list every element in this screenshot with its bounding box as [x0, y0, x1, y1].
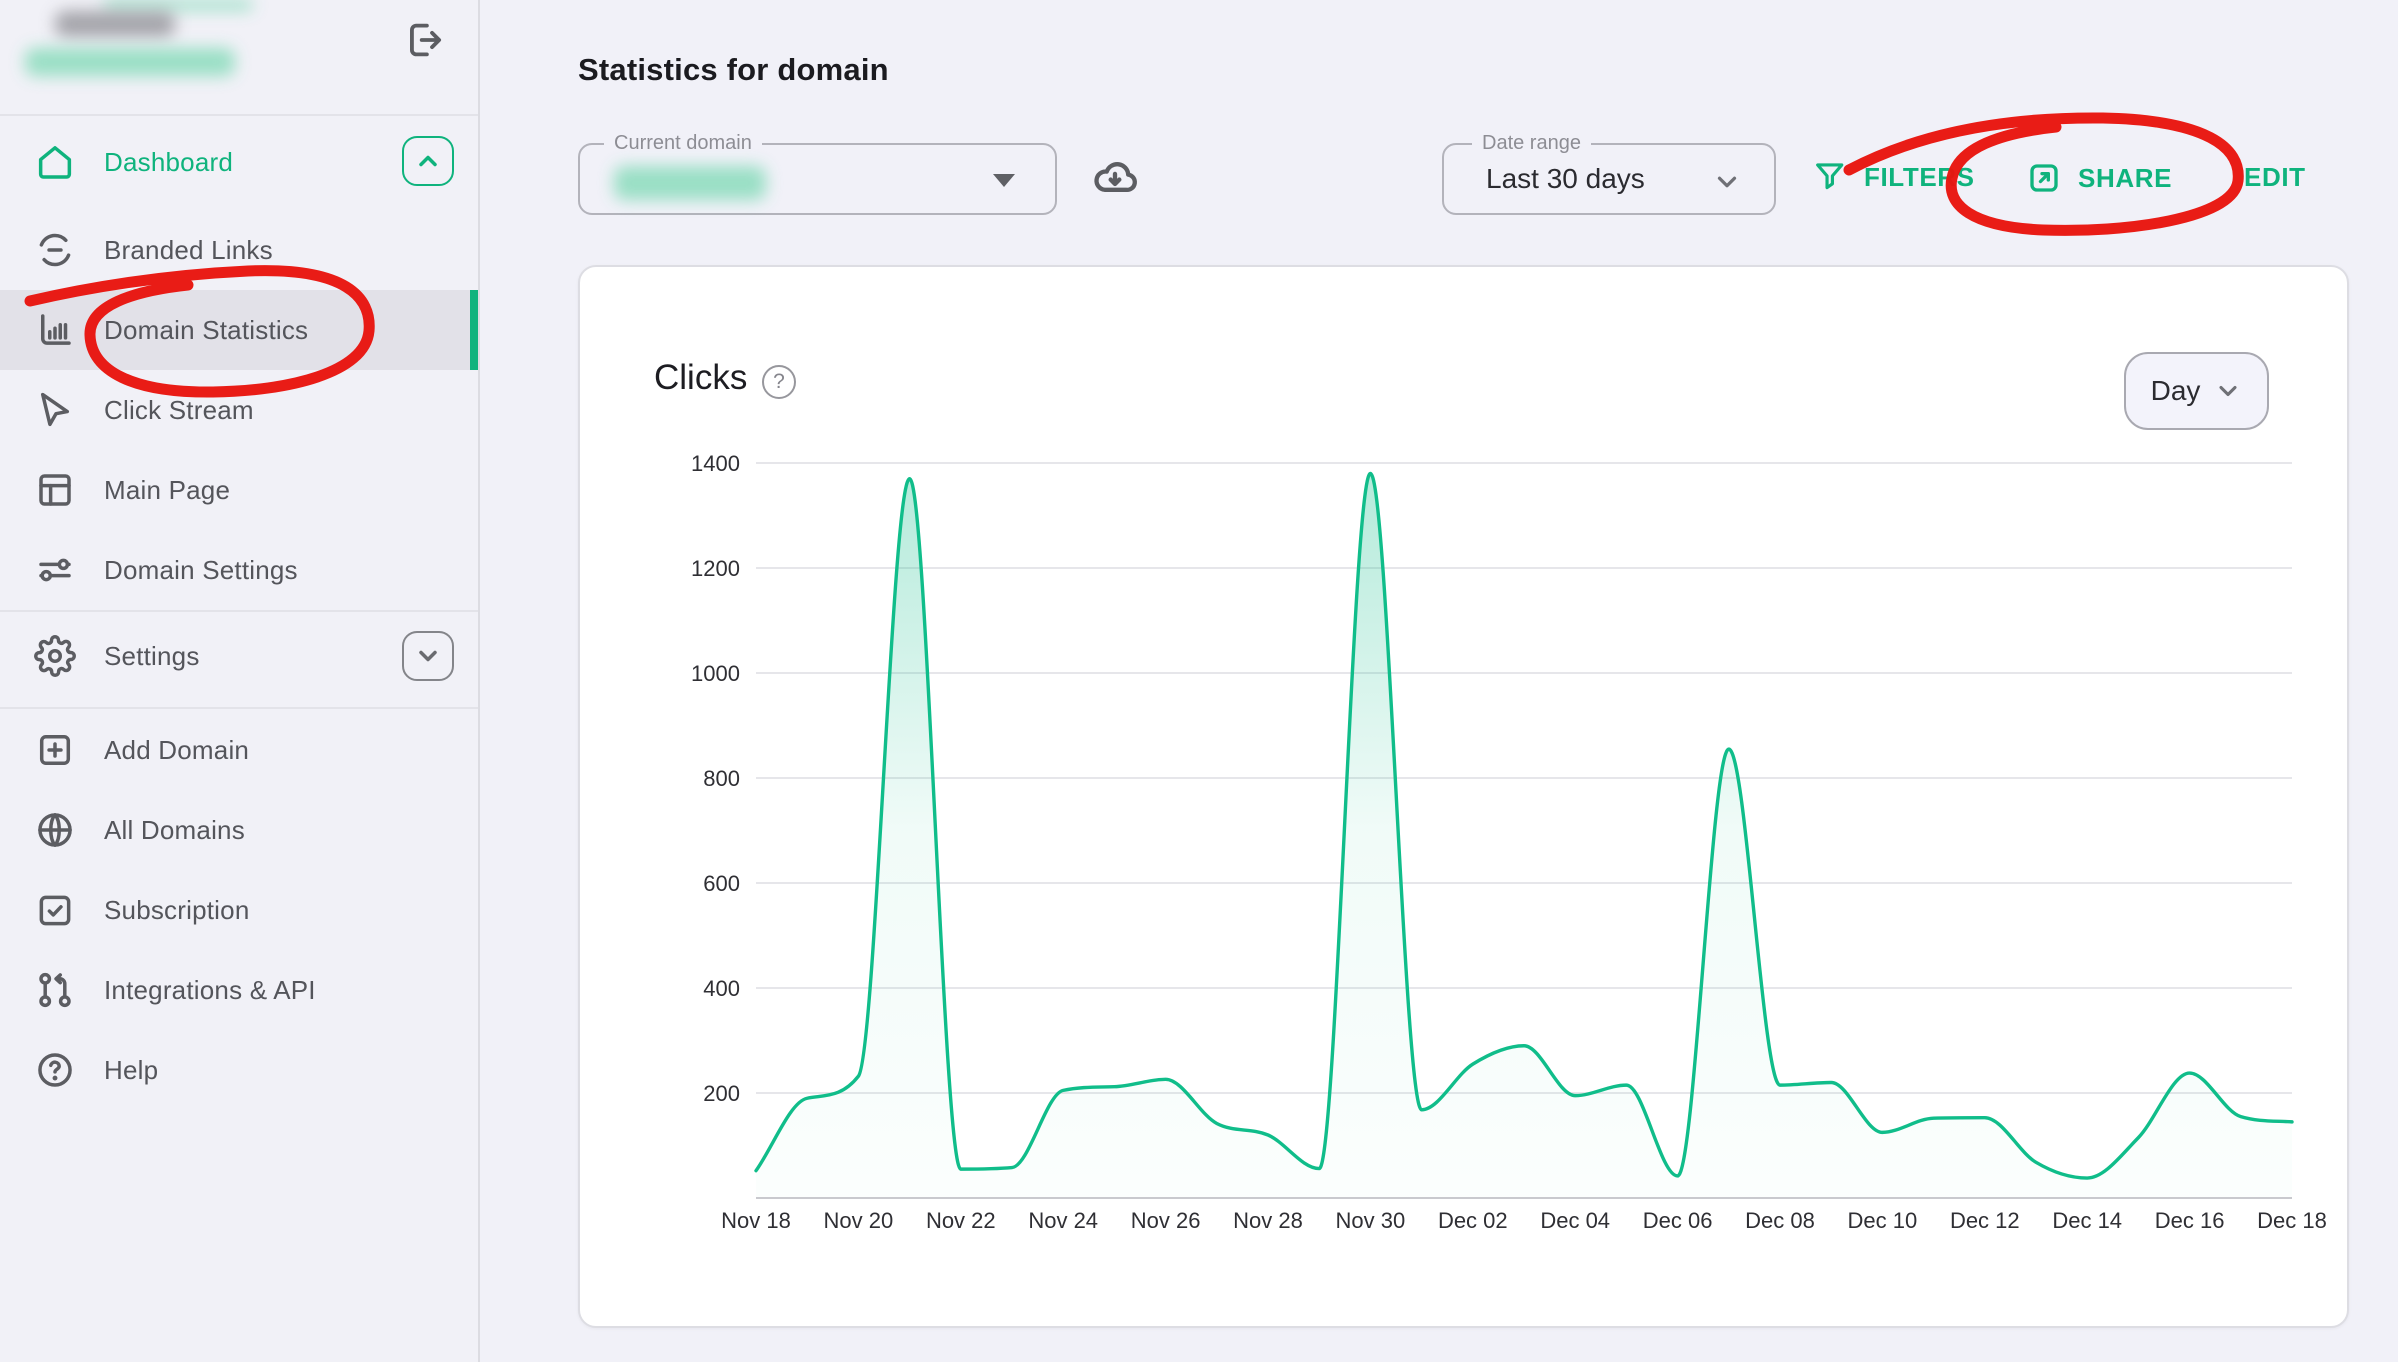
svg-text:400: 400: [703, 976, 740, 1001]
sidebar-item-label: Settings: [104, 641, 200, 672]
help-question-icon[interactable]: ?: [762, 365, 796, 399]
globe-icon: [33, 808, 77, 852]
interval-select[interactable]: Day: [2124, 352, 2269, 430]
sidebar-item-label: Domain Settings: [104, 555, 298, 586]
date-range-select[interactable]: Date range Last 30 days: [1442, 143, 1776, 215]
chevron-up-icon: [414, 147, 442, 175]
sidebar-item-click-stream[interactable]: Click Stream: [0, 370, 478, 450]
logout-icon: [401, 17, 447, 68]
sidebar-item-main-page[interactable]: Main Page: [0, 450, 478, 530]
blurred-domain-value: [614, 166, 766, 200]
svg-text:Dec 04: Dec 04: [1540, 1208, 1610, 1233]
sidebar-item-subscription[interactable]: Subscription: [0, 870, 478, 950]
sidebar-item-label: Click Stream: [104, 395, 254, 426]
sidebar-item-label: Integrations & API: [104, 975, 316, 1006]
funnel-icon: [1812, 158, 1850, 196]
blurred-top-item: [103, 0, 253, 10]
sidebar-item-all-domains[interactable]: All Domains: [0, 790, 478, 870]
gear-icon: [33, 634, 77, 678]
svg-text:Dec 16: Dec 16: [2155, 1208, 2225, 1233]
sliders-icon: [33, 548, 77, 592]
sidebar-item-label: Subscription: [104, 895, 249, 926]
sidebar-item-label: Branded Links: [104, 235, 273, 266]
help-icon: [33, 1048, 77, 1092]
edit-button[interactable]: EDIT: [2244, 162, 2306, 193]
chart-title: Clicks: [654, 358, 747, 398]
calendar-check-icon: [33, 888, 77, 932]
share-button[interactable]: SHARE: [2024, 158, 2172, 198]
share-icon: [2024, 158, 2064, 198]
svg-text:Nov 24: Nov 24: [1028, 1208, 1098, 1233]
sidebar-item-label: Domain Statistics: [104, 315, 308, 346]
svg-text:Nov 20: Nov 20: [824, 1208, 894, 1233]
date-range-value: Last 30 days: [1486, 163, 1645, 195]
svg-text:600: 600: [703, 871, 740, 896]
svg-text:Dec 02: Dec 02: [1438, 1208, 1508, 1233]
current-domain-select[interactable]: Current domain: [578, 143, 1057, 215]
svg-text:Dec 14: Dec 14: [2052, 1208, 2122, 1233]
sidebar-item-add-domain[interactable]: Add Domain: [0, 710, 478, 790]
blurred-user-email: [25, 48, 235, 76]
plus-square-icon: [33, 728, 77, 772]
blurred-user-name: [55, 11, 175, 37]
clicks-line-chart: 200 400 600 800 1000 1200 1400 Nov 18 Nov 20 Nov …: [590, 430, 2330, 1240]
svg-text:Nov 26: Nov 26: [1131, 1208, 1201, 1233]
home-icon: [33, 140, 77, 184]
filters-button[interactable]: FILTERS: [1812, 158, 1975, 196]
logout-button[interactable]: [398, 17, 450, 67]
sidebar-item-domain-statistics[interactable]: Domain Statistics: [0, 290, 478, 370]
link-icon: [33, 228, 77, 272]
svg-text:Nov 22: Nov 22: [926, 1208, 996, 1233]
svg-text:200: 200: [703, 1081, 740, 1106]
chevron-down-icon: [414, 642, 442, 670]
svg-text:1000: 1000: [691, 661, 740, 686]
svg-text:1200: 1200: [691, 556, 740, 581]
sidebar-item-label: Main Page: [104, 475, 230, 506]
layout-icon: [33, 468, 77, 512]
svg-text:Dec 12: Dec 12: [1950, 1208, 2020, 1233]
sidebar-item-domain-settings[interactable]: Domain Settings: [0, 530, 478, 610]
svg-text:Dec 10: Dec 10: [1848, 1208, 1918, 1233]
svg-text:Nov 30: Nov 30: [1336, 1208, 1406, 1233]
integrations-icon: [33, 968, 77, 1012]
current-domain-label: Current domain: [604, 132, 762, 155]
cursor-icon: [33, 388, 77, 432]
sidebar-item-branded-links[interactable]: Branded Links: [0, 210, 478, 290]
svg-text:1400: 1400: [691, 451, 740, 476]
svg-text:Nov 28: Nov 28: [1233, 1208, 1303, 1233]
sidebar-item-help[interactable]: Help: [0, 1030, 478, 1110]
svg-text:Dec 06: Dec 06: [1643, 1208, 1713, 1233]
svg-text:Dec 08: Dec 08: [1745, 1208, 1815, 1233]
sidebar-item-label: Add Domain: [104, 735, 249, 766]
sidebar-item-label: Help: [104, 1055, 158, 1086]
sidebar-item-integrations-api[interactable]: Integrations & API: [0, 950, 478, 1030]
svg-text:Nov 18: Nov 18: [721, 1208, 791, 1233]
chevron-down-icon: [1712, 167, 1742, 197]
bar-chart-icon: [33, 308, 77, 352]
sidebar: Dashboard Branded Links Domain Statistic…: [0, 0, 480, 1362]
chevron-down-icon: [2214, 377, 2242, 405]
download-stats-button[interactable]: [1086, 150, 1144, 208]
svg-text:Dec 18: Dec 18: [2257, 1208, 2327, 1233]
caret-down-icon: [993, 174, 1015, 187]
svg-text:800: 800: [703, 766, 740, 791]
cloud-download-icon: [1089, 151, 1141, 208]
page-title: Statistics for domain: [578, 52, 889, 88]
date-range-label: Date range: [1472, 132, 1591, 155]
dashboard-collapse-button[interactable]: [402, 136, 454, 186]
sidebar-item-label: All Domains: [104, 815, 245, 846]
settings-expand-button[interactable]: [402, 631, 454, 681]
sidebar-item-label: Dashboard: [104, 147, 233, 178]
